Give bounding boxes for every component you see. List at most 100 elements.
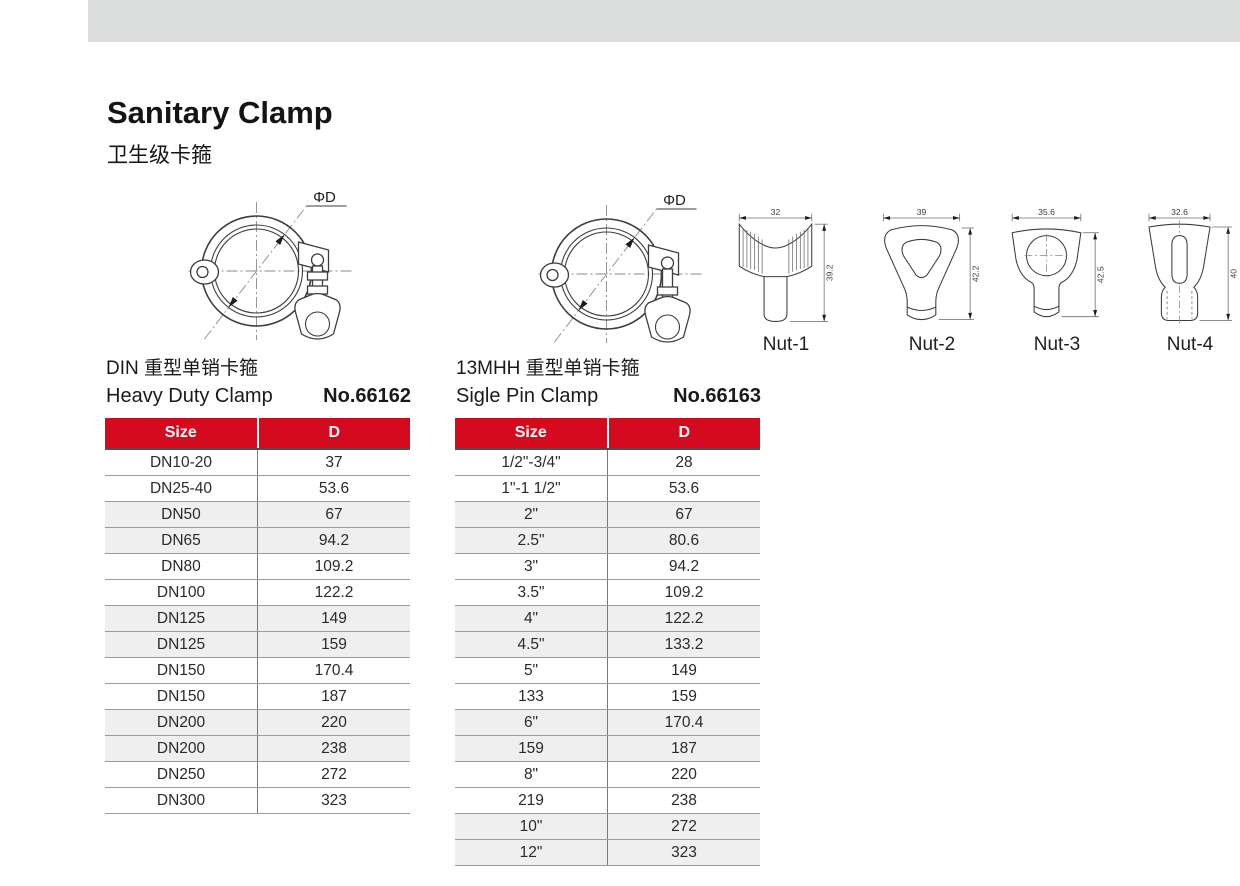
table-row: 8" 220 xyxy=(455,761,760,788)
table-header-row: Size D xyxy=(455,418,760,450)
table-cell: DN150 xyxy=(105,683,258,710)
table-row: 2" 67 xyxy=(455,501,760,528)
table-cell: 1/2"-3/4" xyxy=(455,449,608,476)
table-cell: DN25-40 xyxy=(105,475,258,502)
table-row: DN150 170.4 xyxy=(105,657,410,684)
nut-3-height-dim: 42.5 xyxy=(1096,266,1106,283)
table-cell: 8" xyxy=(455,761,608,788)
nut-1-drawing: 32 39.2 xyxy=(738,207,835,322)
top-bar xyxy=(88,0,1240,42)
table-cell: 159 xyxy=(607,683,760,710)
table-cell: 53.6 xyxy=(257,475,410,502)
table-cell: 10" xyxy=(455,813,608,840)
table-row: 4.5" 133.2 xyxy=(455,631,760,658)
table-cell: 4" xyxy=(455,605,608,632)
nut-2-height-dim: 42.2 xyxy=(971,265,981,282)
table-cell: DN200 xyxy=(105,735,258,762)
table-cell: DN125 xyxy=(105,631,258,658)
table-cell: 6" xyxy=(455,709,608,736)
table-cell: 94.2 xyxy=(607,553,760,580)
table-cell: 323 xyxy=(607,839,760,866)
nut-4-drawing: 32.6 40 xyxy=(1148,207,1239,324)
table-row: DN200 220 xyxy=(105,709,410,736)
table-row: 133 159 xyxy=(455,683,760,710)
nut-4-width-dim: 32.6 xyxy=(1171,207,1188,217)
table-cell: 1"-1 1/2" xyxy=(455,475,608,502)
table-cell: DN250 xyxy=(105,761,258,788)
table-row: DN200 238 xyxy=(105,735,410,762)
table-row: 3" 94.2 xyxy=(455,553,760,580)
table-cell: 3.5" xyxy=(455,579,608,606)
nut-2-width-dim: 39 xyxy=(917,207,927,217)
table-cell: 149 xyxy=(257,605,410,632)
table-cell: 80.6 xyxy=(607,527,760,554)
table-cell: 4.5" xyxy=(455,631,608,658)
section-heading-zh: DIN 重型单销卡箍 xyxy=(106,358,259,379)
table-row: DN80 109.2 xyxy=(105,553,410,580)
table-cell: 159 xyxy=(455,735,608,762)
table-cell: 170.4 xyxy=(607,709,760,736)
table-cell: 187 xyxy=(257,683,410,710)
table-cell: 149 xyxy=(607,657,760,684)
nut-1-figure: 32 39.2 Nut-1 xyxy=(731,207,841,356)
nut-1-height-dim: 39.2 xyxy=(825,264,835,281)
table-cell: DN100 xyxy=(105,579,258,606)
table-cell: DN300 xyxy=(105,787,258,814)
table-cell: DN65 xyxy=(105,527,258,554)
table-cell: 2" xyxy=(455,501,608,528)
table-row: DN25-40 53.6 xyxy=(105,475,410,502)
table-cell: 219 xyxy=(455,787,608,814)
table-cell: 272 xyxy=(257,761,410,788)
table-row: DN250 272 xyxy=(105,761,410,788)
nut-3-label: Nut-3 xyxy=(1033,334,1081,355)
table-row: 4" 122.2 xyxy=(455,605,760,632)
table-cell: 187 xyxy=(607,735,760,762)
table-row: DN125 149 xyxy=(105,605,410,632)
nut-4-figure: 32.6 40 Nut-4 xyxy=(1135,207,1240,356)
part-number: No.66162 xyxy=(323,385,411,407)
table-cell: 122.2 xyxy=(257,579,410,606)
single-pin-clamp-drawing: ΦD xyxy=(538,192,703,343)
table-cell: 3" xyxy=(455,553,608,580)
nut-2-label: Nut-2 xyxy=(908,334,956,355)
table-row: DN150 187 xyxy=(105,683,410,710)
table-row: DN100 122.2 xyxy=(105,579,410,606)
table-row: DN50 67 xyxy=(105,501,410,528)
table-cell: DN150 xyxy=(105,657,258,684)
table-cell: 272 xyxy=(607,813,760,840)
table-header-row: Size D xyxy=(105,418,410,450)
table-cell: DN125 xyxy=(105,605,258,632)
diameter-dim-label: ΦD xyxy=(663,192,686,209)
table-row: 6" 170.4 xyxy=(455,709,760,736)
table-row: 1"-1 1/2" 53.6 xyxy=(455,475,760,502)
table-cell: DN50 xyxy=(105,501,258,528)
table-row: 219 238 xyxy=(455,787,760,814)
table-cell: 238 xyxy=(607,787,760,814)
table-cell: 37 xyxy=(257,449,410,476)
single-pin-clamp-size-table: Size D 1/2"-3/4" 28 1"-1 1/2" 53.6 2" 67 2.5" 8… xyxy=(455,418,760,866)
table-row: 5" 149 xyxy=(455,657,760,684)
table-cell: 220 xyxy=(607,761,760,788)
table-cell: 323 xyxy=(257,787,410,814)
section-heading-single-pin-clamp: 13MHH 重型单销卡箍 Sigle Pin Clamp No.66163 xyxy=(456,356,761,410)
column-header-size: Size xyxy=(105,418,259,450)
column-header-d: D xyxy=(257,418,410,450)
table-cell: 67 xyxy=(607,501,760,528)
table-row: 1/2"-3/4" 28 xyxy=(455,449,760,476)
section-heading-zh: 13MHH 重型单销卡箍 xyxy=(456,358,640,379)
heavy-duty-clamp-drawing: ΦD xyxy=(188,189,353,340)
section-heading-heavy-duty-clamp: DIN 重型单销卡箍 Heavy Duty Clamp No.66162 xyxy=(106,356,411,410)
table-cell: DN200 xyxy=(105,709,258,736)
nut-3-width-dim: 35.6 xyxy=(1038,207,1055,217)
nut-1-label: Nut-1 xyxy=(762,334,810,355)
column-header-d: D xyxy=(607,418,760,450)
nut-2-drawing: 39 42.2 xyxy=(882,207,981,321)
page-title: Sanitary Clamp xyxy=(107,95,333,130)
table-cell: 67 xyxy=(257,501,410,528)
table-row: DN300 323 xyxy=(105,787,410,814)
table-cell: 238 xyxy=(257,735,410,762)
table-row: 10" 272 xyxy=(455,813,760,840)
nut-2-figure: 39 42.2 Nut-2 xyxy=(877,207,987,356)
section-heading-en: Heavy Duty Clamp xyxy=(106,385,273,407)
